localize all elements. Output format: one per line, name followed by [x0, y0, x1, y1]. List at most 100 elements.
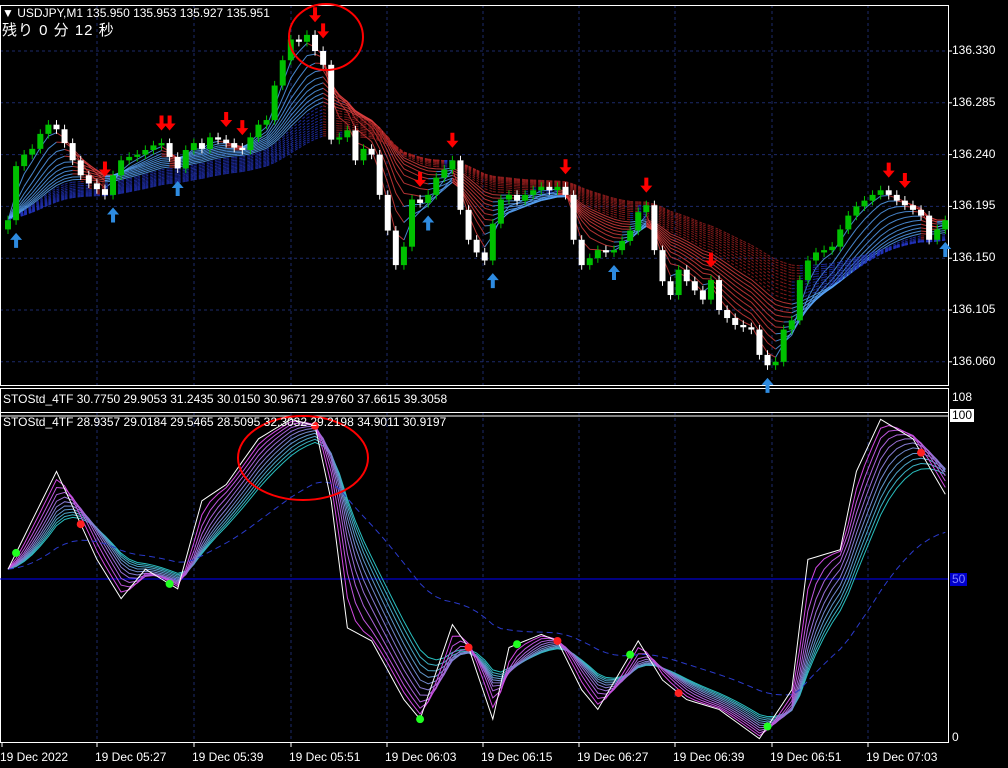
ma-ribbon-segment [896, 241, 906, 246]
ma-ribbon-segment [121, 190, 130, 193]
buy-arrow-icon [486, 273, 499, 289]
ma-ribbon-segment [823, 279, 833, 289]
ma-ribbon-segment [217, 157, 227, 161]
ma-ribbon-segment [379, 148, 389, 170]
ma-ribbon-segment [484, 177, 493, 181]
ma-ribbon-segment [411, 163, 421, 169]
ma-ribbon-segment [500, 180, 510, 183]
ma-ribbon-segment [201, 151, 211, 155]
ma-ribbon-segment [678, 244, 687, 251]
ma-ribbon-segment [428, 159, 437, 163]
ma-ribbon-segment [274, 122, 284, 134]
ma-ribbon-segment [153, 153, 162, 158]
ma-ribbon-segment [767, 264, 776, 271]
ma-ribbon-segment [201, 156, 211, 160]
ma-ribbon-segment [201, 164, 211, 168]
ma-ribbon-segment [759, 286, 768, 295]
ma-ribbon-segment [56, 148, 65, 152]
ma-ribbon-segment [169, 179, 178, 181]
peak-dot [311, 421, 320, 430]
ma-ribbon-segment [306, 116, 316, 122]
ma-ribbon-segment [613, 221, 623, 225]
ma-ribbon-segment [209, 174, 219, 178]
ma-ribbon-segment [274, 118, 284, 131]
ma-ribbon-segment [387, 140, 397, 148]
ma-ribbon-segment [201, 176, 211, 179]
ma-ribbon-segment [734, 238, 744, 244]
ma-ribbon-segment [896, 211, 905, 214]
ma-ribbon-segment [161, 182, 170, 186]
ma-ribbon-segment [508, 181, 518, 184]
ma-ribbon-segment [476, 171, 485, 177]
ma-ribbon-segment [64, 176, 73, 180]
ma-ribbon-segment [492, 180, 501, 183]
ma-ribbon-segment [621, 204, 631, 208]
ma-ribbon-segment [419, 167, 429, 172]
ma-ribbon-segment [468, 170, 477, 177]
ma-ribbon-segment [371, 125, 380, 132]
ma-ribbon-segment [282, 115, 292, 127]
ma-ribbon-segment [662, 233, 671, 243]
ma-ribbon-segment [347, 103, 356, 112]
ma-ribbon-segment [613, 229, 623, 233]
sell-arrow-icon [155, 115, 168, 131]
ma-ribbon-segment [250, 155, 259, 159]
ma-ribbon-segment [64, 193, 73, 197]
buy-arrow-icon [761, 377, 774, 393]
ma-ribbon-segment [185, 169, 194, 173]
ma-ribbon-segment [581, 196, 590, 202]
ma-ribbon-segment [258, 157, 267, 161]
ma-ribbon-segment [40, 194, 49, 202]
dropdown-triangle-icon[interactable]: ▼ [2, 6, 14, 20]
ma-ribbon-segment [581, 220, 591, 231]
candle-body [635, 212, 642, 231]
ma-ribbon-segment [670, 251, 679, 256]
ma-ribbon-segment [492, 178, 501, 181]
ma-ribbon-segment [775, 314, 784, 318]
candle-body [901, 200, 908, 206]
ma-ribbon-segment [823, 279, 833, 283]
ma-ribbon-segment [807, 278, 817, 282]
symbol-header[interactable]: ▼ USDJPY,M1 135.950 135.953 135.927 135.… [2, 6, 270, 20]
ma-ribbon-segment [226, 155, 235, 158]
ma-ribbon-segment [823, 287, 833, 294]
ma-ribbon-segment [500, 178, 510, 181]
ma-ribbon-segment [743, 274, 752, 281]
ma-ribbon-segment [387, 143, 397, 150]
ma-ribbon-segment [904, 225, 914, 229]
ma-ribbon-segment [153, 165, 162, 170]
ma-ribbon-segment [217, 156, 227, 159]
ma-ribbon-segment [767, 326, 776, 335]
ma-ribbon-segment [484, 174, 493, 178]
ma-ribbon-segment [831, 279, 841, 286]
ma-ribbon-segment [694, 266, 704, 274]
ma-ribbon-segment [694, 245, 704, 251]
ma-ribbon-segment [64, 179, 73, 183]
ma-ribbon-segment [129, 179, 138, 183]
ma-ribbon-segment [185, 167, 194, 171]
ma-ribbon-segment [48, 191, 57, 198]
candle-body [586, 258, 593, 266]
ma-ribbon-segment [355, 119, 364, 123]
ma-ribbon-segment [605, 210, 615, 215]
ma-ribbon-segment [912, 230, 922, 234]
ma-ribbon-segment [904, 228, 914, 233]
ma-ribbon-segment [613, 233, 623, 236]
ma-ribbon-segment [161, 164, 170, 167]
candle-body [699, 290, 706, 300]
ma-ribbon-segment [718, 254, 728, 261]
time-label: 19 Dec 06:27 [577, 750, 649, 764]
ma-ribbon-segment [880, 195, 889, 197]
ma-ribbon-segment [193, 151, 202, 154]
ma-ribbon-segment [605, 200, 615, 204]
ma-ribbon-segment [581, 226, 591, 238]
ma-ribbon-segment [694, 226, 704, 231]
ma-ribbon-segment [872, 251, 881, 257]
ma-ribbon-segment [581, 194, 590, 200]
ma-ribbon-segment [193, 161, 203, 164]
ma-ribbon-segment [193, 156, 202, 160]
ma-ribbon-segment [137, 182, 146, 186]
ma-ribbon-segment [363, 116, 372, 121]
ma-ribbon-segment [258, 149, 267, 154]
candle-body [813, 252, 819, 261]
